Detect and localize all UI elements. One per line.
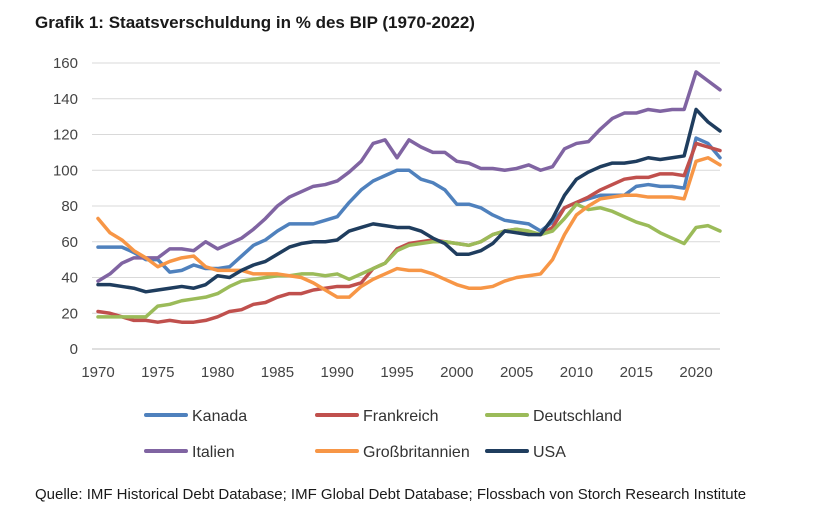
y-tick-label: 80 (61, 198, 78, 215)
legend-label: Deutschland (533, 408, 622, 425)
chart-title: Grafik 1: Staatsverschuldung in % des BI… (35, 13, 475, 32)
x-axis-ticks: 1970 1975 1980 1985 1990 1995 2000 2005 2010 2015… (81, 364, 712, 381)
y-tick-label: 60 (61, 234, 78, 251)
series-lines (96, 70, 722, 324)
y-tick-label: 0 (70, 341, 78, 358)
y-tick-label: 40 (61, 270, 78, 287)
series-line-frankreich (96, 141, 722, 324)
x-tick-label: 2005 (500, 364, 533, 381)
source-note: Quelle: IMF Historical Debt Database; IM… (35, 486, 747, 503)
x-tick-label: 1970 (81, 364, 114, 381)
y-tick-label: 100 (53, 162, 78, 179)
series-line-italien (96, 70, 722, 283)
series-line-usa (96, 107, 722, 294)
series-line-deutschland (96, 202, 722, 319)
y-axis-ticks: 0 20 40 60 80 100 120 140 160 (53, 55, 78, 358)
legend-label: Frankreich (363, 408, 439, 425)
x-tick-label: 2015 (620, 364, 653, 381)
x-tick-label: 2010 (560, 364, 593, 381)
y-tick-label: 140 (53, 91, 78, 108)
x-tick-label: 2000 (440, 364, 473, 381)
x-tick-label: 2020 (679, 364, 712, 381)
series-line-großbritannien (96, 155, 722, 299)
legend-label: Italien (192, 444, 235, 461)
y-tick-label: 120 (53, 127, 78, 144)
y-tick-label: 160 (53, 55, 78, 72)
legend-label: Kanada (192, 408, 247, 425)
legend-label: Großbritannien (363, 444, 470, 461)
x-tick-label: 1975 (141, 364, 174, 381)
x-tick-label: 1995 (380, 364, 413, 381)
legend-label: USA (533, 444, 566, 461)
x-tick-label: 1985 (261, 364, 294, 381)
x-tick-label: 1980 (201, 364, 234, 381)
legend: Kanada Frankreich Deutschland Italien Großbr… (144, 408, 622, 461)
x-tick-label: 1990 (321, 364, 354, 381)
gridlines (92, 62, 720, 314)
y-tick-label: 20 (61, 305, 78, 322)
